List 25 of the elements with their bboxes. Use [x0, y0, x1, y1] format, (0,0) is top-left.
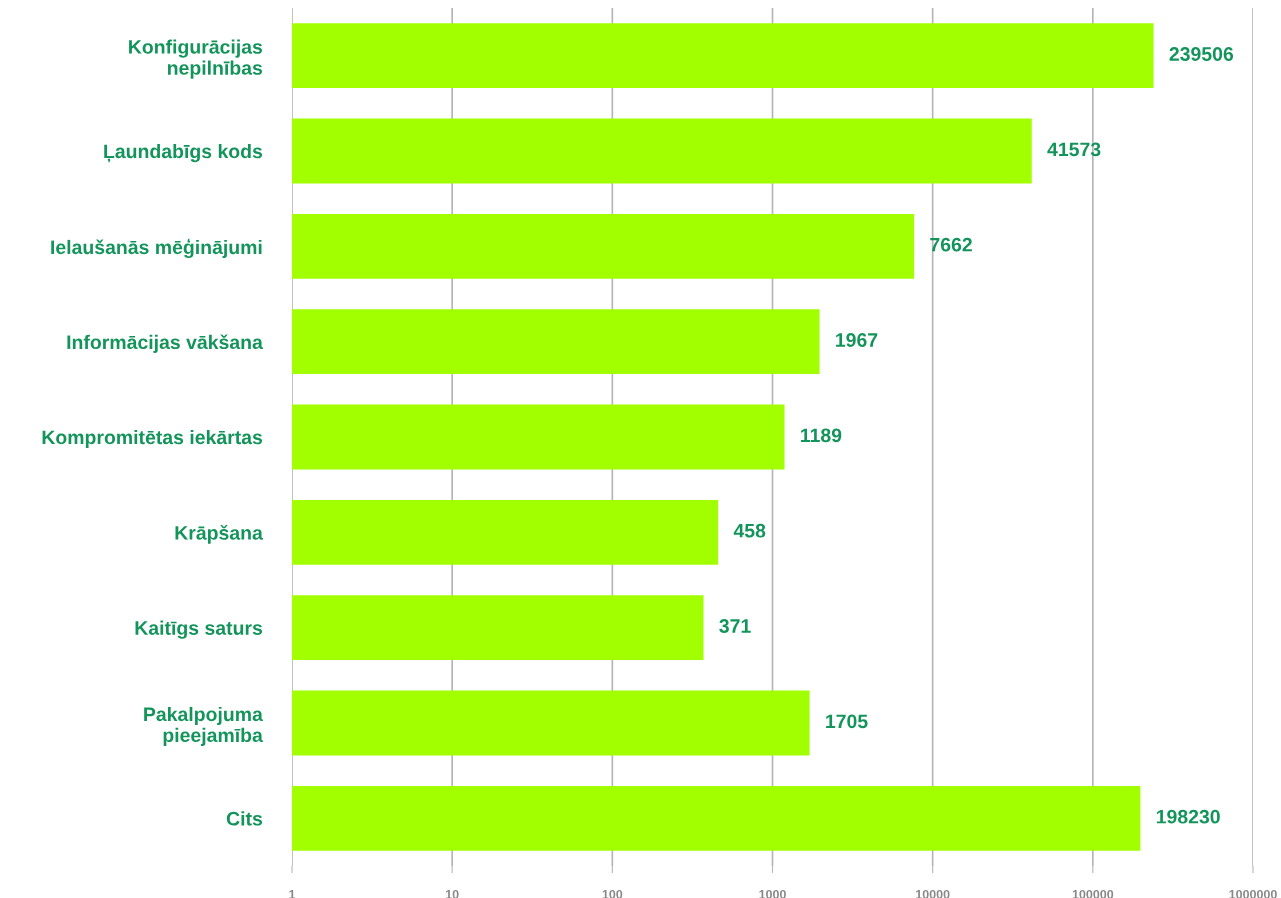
y-tick-label: Ļaundabīgs kods	[104, 143, 263, 163]
x-tick-label: 1000	[759, 889, 786, 898]
x-tick-label: 1000000	[1229, 889, 1277, 898]
data-label: 1967	[836, 333, 878, 347]
data-label: 239506	[1169, 47, 1234, 61]
y-tick-label: Konfigurācijas nepilnības	[129, 39, 263, 79]
data-label: 198230	[1156, 809, 1220, 824]
y-tick-label: Cits	[226, 811, 263, 826]
x-tick-label: 100	[602, 889, 623, 898]
y-tick-label: Kaitīgs saturs	[135, 620, 263, 639]
y-tick-label: Krāpšana	[175, 525, 263, 544]
y-tick-label: Ielaušanās mēģinājumi	[51, 238, 262, 259]
data-label: 41573	[1047, 142, 1101, 157]
x-tick-label: 10	[446, 889, 459, 898]
y-tick-label: Informācijas vākšana	[67, 334, 263, 353]
x-tick-label: 100000	[1072, 889, 1114, 898]
y-tick-label: Pakalpojuma pieejamība	[144, 706, 263, 746]
x-tick-label: 1	[289, 890, 296, 898]
x-tick-label: 10000	[916, 889, 950, 898]
data-label: 371	[719, 619, 751, 633]
data-label: 1705	[826, 714, 868, 729]
data-label: 1189	[801, 428, 842, 443]
data-label: 7662	[930, 237, 972, 252]
data-label: 458	[733, 523, 766, 538]
y-tick-label: Kompromitētas iekārtas	[42, 429, 263, 449]
